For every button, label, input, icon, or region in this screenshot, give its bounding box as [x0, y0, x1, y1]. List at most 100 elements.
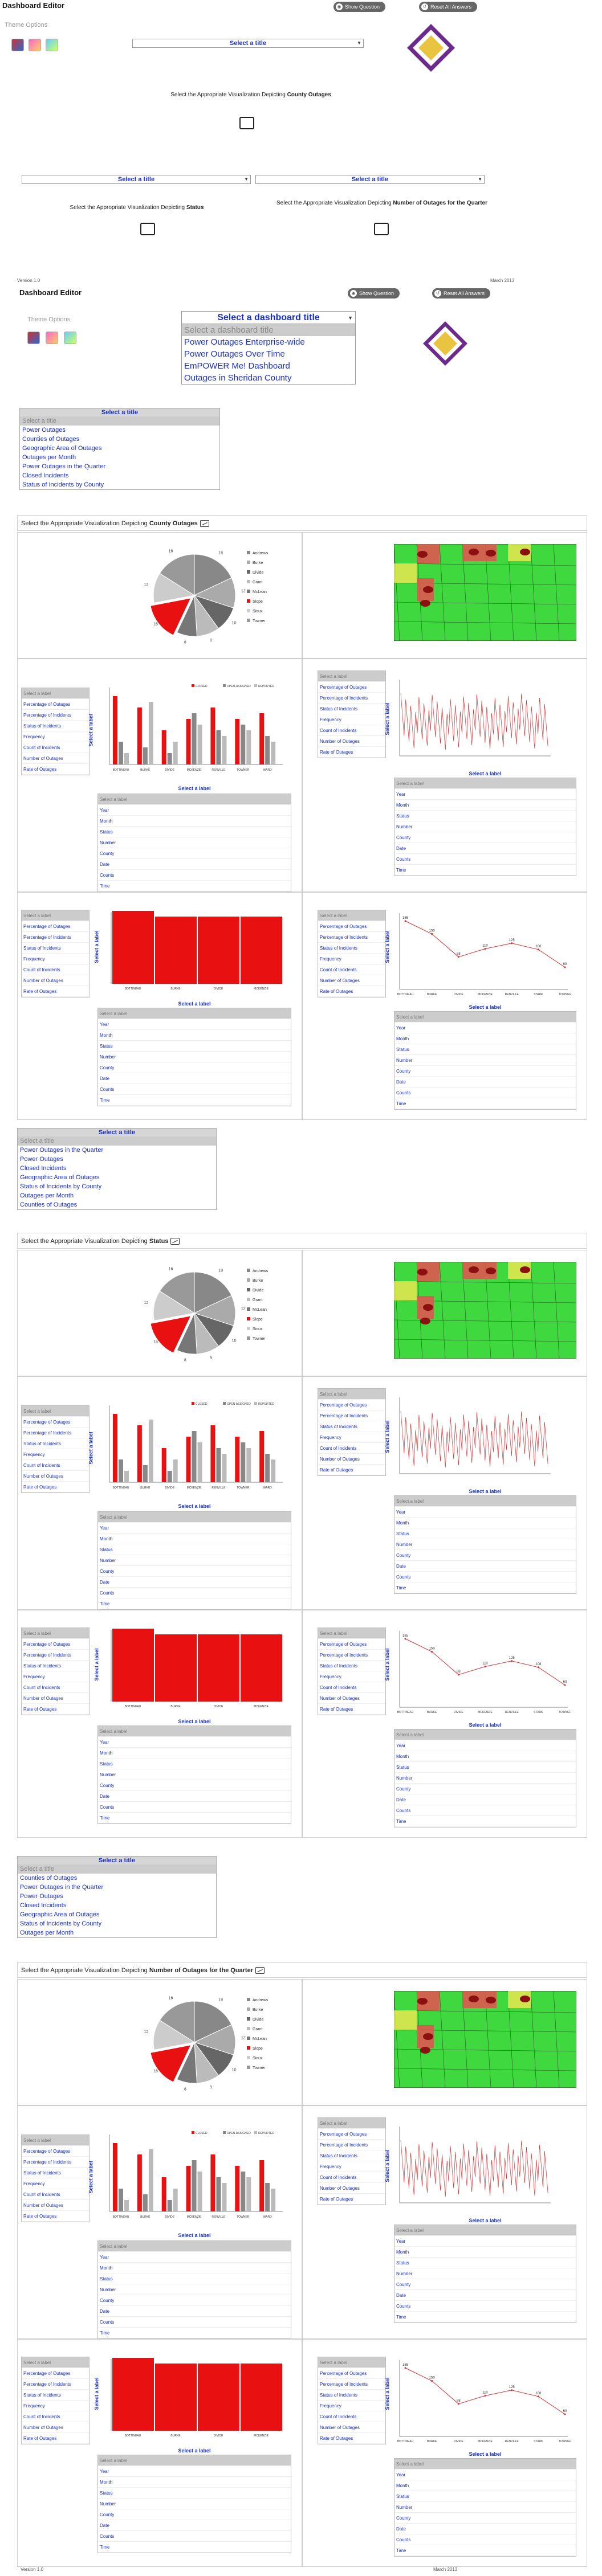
label-option[interactable]: Counts: [98, 2531, 291, 2542]
title-option[interactable]: Closed Incidents: [20, 1902, 67, 1909]
label-option[interactable]: Counts: [98, 1588, 291, 1598]
label-option[interactable]: Select a label: [394, 778, 576, 789]
axis-select-list[interactable]: Select a label Year Month Status Number Count…: [97, 794, 291, 892]
label-option[interactable]: Count of Incidents: [318, 1682, 385, 1693]
label-option[interactable]: Counts: [394, 854, 576, 865]
label-option[interactable]: Time: [394, 2545, 576, 2556]
title-list-3[interactable]: Select a title Select a title Counties of …: [17, 1856, 217, 1938]
label-option[interactable]: Number: [98, 1555, 291, 1566]
label-option[interactable]: Counts: [394, 1087, 576, 1098]
dashboard-title-list[interactable]: Select a dashboard title ▼ Select a dashb…: [181, 311, 356, 385]
label-option[interactable]: Date: [394, 843, 576, 854]
line-panel[interactable]: Select a label Percentage of Outages Perce…: [302, 892, 587, 1120]
label-option[interactable]: Number: [394, 1773, 576, 1784]
title-option[interactable]: Geographic Area of Outages: [20, 1174, 100, 1181]
label-option[interactable]: Select a label: [394, 2459, 576, 2469]
label-option[interactable]: Frequency: [318, 1671, 385, 1682]
axis-select-list[interactable]: Select a label Year Month Status Number Count…: [97, 2455, 291, 2553]
label-option[interactable]: Select a label: [98, 1008, 291, 1019]
label-option[interactable]: Count of Incidents: [22, 964, 89, 975]
label-select-list[interactable]: Select a label Percentage of Outages Perce…: [318, 910, 386, 997]
label-option[interactable]: Time: [98, 1813, 291, 1823]
label-option[interactable]: Status: [394, 811, 576, 821]
label-option[interactable]: Counts: [394, 2534, 576, 2545]
label-option[interactable]: Percentage of Incidents: [318, 2140, 385, 2150]
axis-select-list[interactable]: Select a label Year Month Status Number Count…: [97, 1511, 291, 1610]
label-option[interactable]: Status of Incidents: [22, 721, 89, 731]
label-option[interactable]: Counts: [98, 1084, 291, 1095]
label-option[interactable]: Select a label: [318, 1628, 385, 1639]
theme-swatch-3[interactable]: [64, 332, 76, 344]
label-option[interactable]: Status: [98, 827, 291, 837]
theme-swatch-3[interactable]: [46, 39, 58, 51]
label-option[interactable]: Select a label: [394, 1012, 576, 1023]
title-option[interactable]: Status of Incidents by County: [22, 481, 104, 488]
label-option[interactable]: Number of Outages: [22, 2422, 89, 2433]
label-select-list[interactable]: Select a label Percentage of Outages Perce…: [21, 2135, 90, 2222]
label-option[interactable]: Rate of Outages: [318, 1465, 385, 1475]
title-list-1[interactable]: Select a title Select a title Power Outage…: [19, 408, 220, 490]
chart-icon[interactable]: [140, 223, 155, 235]
theme-swatch-1[interactable]: [11, 39, 24, 51]
label-select-list[interactable]: Select a label Percentage of Outages Perce…: [21, 1405, 90, 1493]
label-option[interactable]: Percentage of Outages: [22, 1417, 89, 1428]
label-option[interactable]: Rate of Outages: [22, 1704, 89, 1715]
label-option[interactable]: Frequency: [318, 954, 385, 964]
axis-select-list[interactable]: Select a label Year Month Status Number Count…: [97, 1008, 291, 1106]
label-option[interactable]: Percentage of Outages: [318, 921, 385, 932]
label-option[interactable]: Status: [394, 1528, 576, 1539]
axis-select-list[interactable]: Select a label Year Month Status Number Count…: [394, 1011, 576, 1110]
theme-swatch-1[interactable]: [27, 332, 40, 344]
theme-swatch-2[interactable]: [29, 39, 41, 51]
label-option[interactable]: Percentage of Incidents: [22, 1428, 89, 1438]
label-option[interactable]: Month: [98, 1748, 291, 1759]
label-option[interactable]: Status of Incidents: [318, 2390, 385, 2401]
label-option[interactable]: Year: [394, 1507, 576, 1518]
label-option[interactable]: Count of Incidents: [22, 1460, 89, 1471]
line-panel[interactable]: Select a label Percentage of Outages Perce…: [302, 2339, 587, 2567]
label-option[interactable]: Select a label: [318, 2357, 385, 2368]
label-option[interactable]: Counts: [98, 1802, 291, 1813]
label-option[interactable]: Percentage of Incidents: [318, 1650, 385, 1661]
label-option[interactable]: Month: [394, 2247, 576, 2258]
label-option[interactable]: Date: [394, 1077, 576, 1087]
title-option[interactable]: Outages per Month: [20, 1192, 74, 1199]
label-option[interactable]: Number of Outages: [318, 975, 385, 986]
label-option[interactable]: Status: [98, 1544, 291, 1555]
reset-answers-button-2[interactable]: ↺ Reset All Answers: [432, 288, 491, 299]
title-option[interactable]: Geographic Area of Outages: [20, 1911, 100, 1918]
label-option[interactable]: Count of Incidents: [22, 742, 89, 753]
label-option[interactable]: Status: [394, 2258, 576, 2268]
label-option[interactable]: Number of Outages: [318, 1693, 385, 1704]
title-option[interactable]: Power Outages in the Quarter: [22, 463, 106, 470]
label-option[interactable]: Percentage of Outages: [318, 2129, 385, 2140]
label-option[interactable]: Percentage of Outages: [22, 1639, 89, 1650]
title-option[interactable]: Power Outages: [20, 1893, 63, 1900]
title-option[interactable]: Counties of Outages: [20, 1201, 78, 1208]
label-option[interactable]: Percentage of Outages: [318, 1639, 385, 1650]
line-panel[interactable]: Select a label Percentage of Outages Perce…: [302, 1610, 587, 1838]
label-option[interactable]: Number: [394, 2268, 576, 2279]
label-option[interactable]: Select a label: [318, 671, 385, 682]
dashboard-title-option[interactable]: Select a dashboard title: [182, 324, 355, 336]
label-option[interactable]: Status: [394, 2491, 576, 2502]
timeline-panel[interactable]: Select a label Percentage of Outages Perce…: [302, 1376, 587, 1610]
chart-icon[interactable]: [239, 117, 254, 129]
label-option[interactable]: Frequency: [318, 714, 385, 725]
label-option[interactable]: Select a label: [98, 1726, 291, 1737]
label-option[interactable]: Month: [394, 1518, 576, 1528]
label-option[interactable]: Number of Outages: [22, 1471, 89, 1482]
label-option[interactable]: Date: [98, 2306, 291, 2317]
label-option[interactable]: Status: [394, 1044, 576, 1055]
title-option[interactable]: Status of Incidents by County: [20, 1183, 102, 1190]
label-option[interactable]: Select a label: [22, 1406, 89, 1417]
label-option[interactable]: Number: [98, 1769, 291, 1780]
label-select-list[interactable]: Select a label Percentage of Outages Perce…: [318, 1628, 386, 1715]
label-option[interactable]: Month: [394, 1033, 576, 1044]
label-option[interactable]: Status: [98, 1041, 291, 1052]
label-option[interactable]: Year: [98, 2252, 291, 2263]
axis-select-list[interactable]: Select a label Year Month Status Number Count…: [394, 2225, 576, 2323]
label-option[interactable]: Count of Incidents: [318, 1443, 385, 1454]
label-option[interactable]: Date: [394, 2290, 576, 2301]
label-option[interactable]: Frequency: [22, 954, 89, 964]
